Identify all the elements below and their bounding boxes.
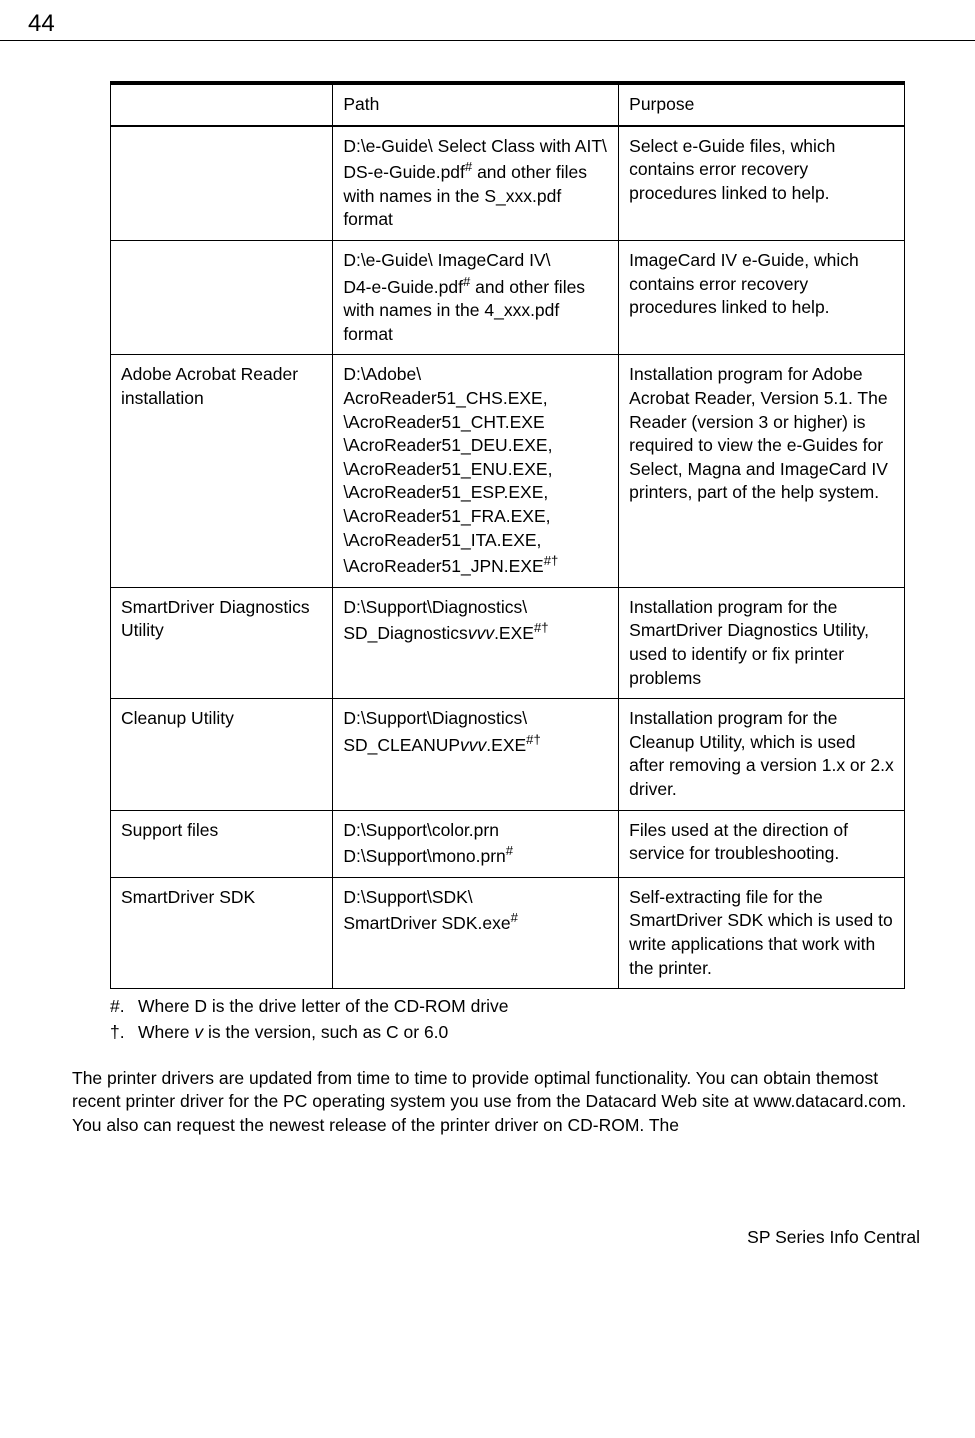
cell-name: Adobe Acrobat Reader installation: [111, 355, 333, 587]
fn-text: is the version, such as C or 6.0: [203, 1022, 448, 1042]
footnote-ref: #†: [534, 620, 549, 635]
cell-name: SmartDriver Diagnostics Utility: [111, 587, 333, 699]
file-table: Path Purpose D:\e-Guide\ Select Class wi…: [110, 81, 905, 989]
cell-path: D:\e-Guide\ Select Class with AIT\ DS-e-…: [333, 126, 619, 241]
path-text: D4-e-Guide.pdf: [343, 276, 463, 296]
cell-path: D:\e-Guide\ ImageCard IV\ D4-e-Guide.pdf…: [333, 240, 619, 354]
cell-name: Support files: [111, 810, 333, 877]
path-text: .EXE: [486, 735, 526, 755]
table-row: Support files D:\Support\color.prn D:\Su…: [111, 810, 905, 877]
cell-name: [111, 126, 333, 241]
cell-path: D:\Adobe\ AcroReader51_CHS.EXE, \AcroRea…: [333, 355, 619, 587]
path-text: .EXE: [494, 623, 534, 643]
table-row: Adobe Acrobat Reader installation D:\Ado…: [111, 355, 905, 587]
cell-path: D:\Support\Diagnostics\ SD_CLEANUPvvv.EX…: [333, 699, 619, 811]
cell-name: SmartDriver SDK: [111, 877, 333, 989]
footnote: †. Where v is the version, such as C or …: [110, 1021, 905, 1045]
page: 44 Path Purpose D:\e-Guide\ Select Class…: [0, 0, 975, 1278]
header-purpose: Purpose: [619, 83, 905, 126]
path-line: D:\Support\Diagnostics\: [343, 707, 608, 731]
path-line: D:\Support\Diagnostics\: [343, 596, 608, 620]
table-row: SmartDriver SDK D:\Support\SDK\ SmartDri…: [111, 877, 905, 989]
path-line: SmartDriver SDK.exe#: [343, 909, 608, 935]
table-row: D:\e-Guide\ ImageCard IV\ D4-e-Guide.pdf…: [111, 240, 905, 354]
path-line: D4-e-Guide.pdf# and other files with nam…: [343, 273, 608, 347]
path-text: SmartDriver SDK.exe: [343, 913, 510, 933]
path-text: SD_Diagnostics: [343, 623, 468, 643]
cell-purpose: Files used at the direction of service f…: [619, 810, 905, 877]
path-line: DS-e-Guide.pdf# and other files with nam…: [343, 158, 608, 232]
table-row: D:\e-Guide\ Select Class with AIT\ DS-e-…: [111, 126, 905, 241]
footnote-symbol: #.: [110, 995, 138, 1019]
cell-path: D:\Support\color.prn D:\Support\mono.prn…: [333, 810, 619, 877]
cell-purpose: Installation program for Adobe Acrobat R…: [619, 355, 905, 587]
body-paragraph: The printer drivers are updated from tim…: [72, 1067, 922, 1138]
cell-purpose: Self-extracting file for the SmartDriver…: [619, 877, 905, 989]
fn-text: Where: [138, 1022, 194, 1042]
path-text: \AcroReader51_JPN.EXE: [343, 556, 543, 576]
footnote-ref: #†: [544, 553, 559, 568]
path-italic: vvv: [460, 735, 486, 755]
page-number: 44: [0, 0, 975, 41]
cell-purpose: Installation program for the SmartDriver…: [619, 587, 905, 699]
path-text: D:\Support\mono.prn: [343, 846, 505, 866]
cell-purpose: Select e-Guide files, which contains err…: [619, 126, 905, 241]
path-italic: vvv: [468, 623, 494, 643]
path-line: D:\Support\color.prn: [343, 819, 608, 843]
footer-text: SP Series Info Central: [0, 1137, 975, 1278]
path-text: DS-e-Guide.pdf: [343, 162, 465, 182]
footnote-text: Where v is the version, such as C or 6.0: [138, 1021, 448, 1045]
table-row: SmartDriver Diagnostics Utility D:\Suppo…: [111, 587, 905, 699]
path-line: D:\Adobe\: [343, 363, 608, 387]
cell-path: D:\Support\Diagnostics\ SD_Diagnosticsvv…: [333, 587, 619, 699]
table-row: Cleanup Utility D:\Support\Diagnostics\ …: [111, 699, 905, 811]
table-header-row: Path Purpose: [111, 83, 905, 126]
cell-purpose: ImageCard IV e-Guide, which contains err…: [619, 240, 905, 354]
cell-name: Cleanup Utility: [111, 699, 333, 811]
footnote-ref: #†: [526, 732, 541, 747]
path-text: SD_CLEANUP: [343, 735, 460, 755]
path-line: D:\e-Guide\ ImageCard IV\: [343, 249, 608, 273]
path-line: AcroReader51_CHS.EXE, \AcroReader51_CHT.…: [343, 387, 608, 552]
path-line: D:\Support\mono.prn#: [343, 842, 608, 868]
path-line: D:\e-Guide\ Select Class with AIT\: [343, 135, 608, 159]
header-path: Path: [333, 83, 619, 126]
footnotes: #. Where D is the drive letter of the CD…: [110, 995, 905, 1044]
path-line: D:\Support\SDK\: [343, 886, 608, 910]
path-line: SD_CLEANUPvvv.EXE#†: [343, 731, 608, 757]
footnote-symbol: †.: [110, 1021, 138, 1045]
footnote-text: Where D is the drive letter of the CD-RO…: [138, 995, 509, 1019]
path-line: \AcroReader51_JPN.EXE#†: [343, 552, 608, 578]
cell-name: [111, 240, 333, 354]
footnote: #. Where D is the drive letter of the CD…: [110, 995, 905, 1019]
content-area: Path Purpose D:\e-Guide\ Select Class wi…: [0, 81, 975, 1137]
footnote-ref: #: [511, 910, 518, 925]
footnote-ref: #: [506, 843, 513, 858]
header-empty: [111, 83, 333, 126]
cell-purpose: Installation program for the Cleanup Uti…: [619, 699, 905, 811]
path-line: SD_Diagnosticsvvv.EXE#†: [343, 619, 608, 645]
fn-italic: v: [194, 1022, 203, 1042]
cell-path: D:\Support\SDK\ SmartDriver SDK.exe#: [333, 877, 619, 989]
